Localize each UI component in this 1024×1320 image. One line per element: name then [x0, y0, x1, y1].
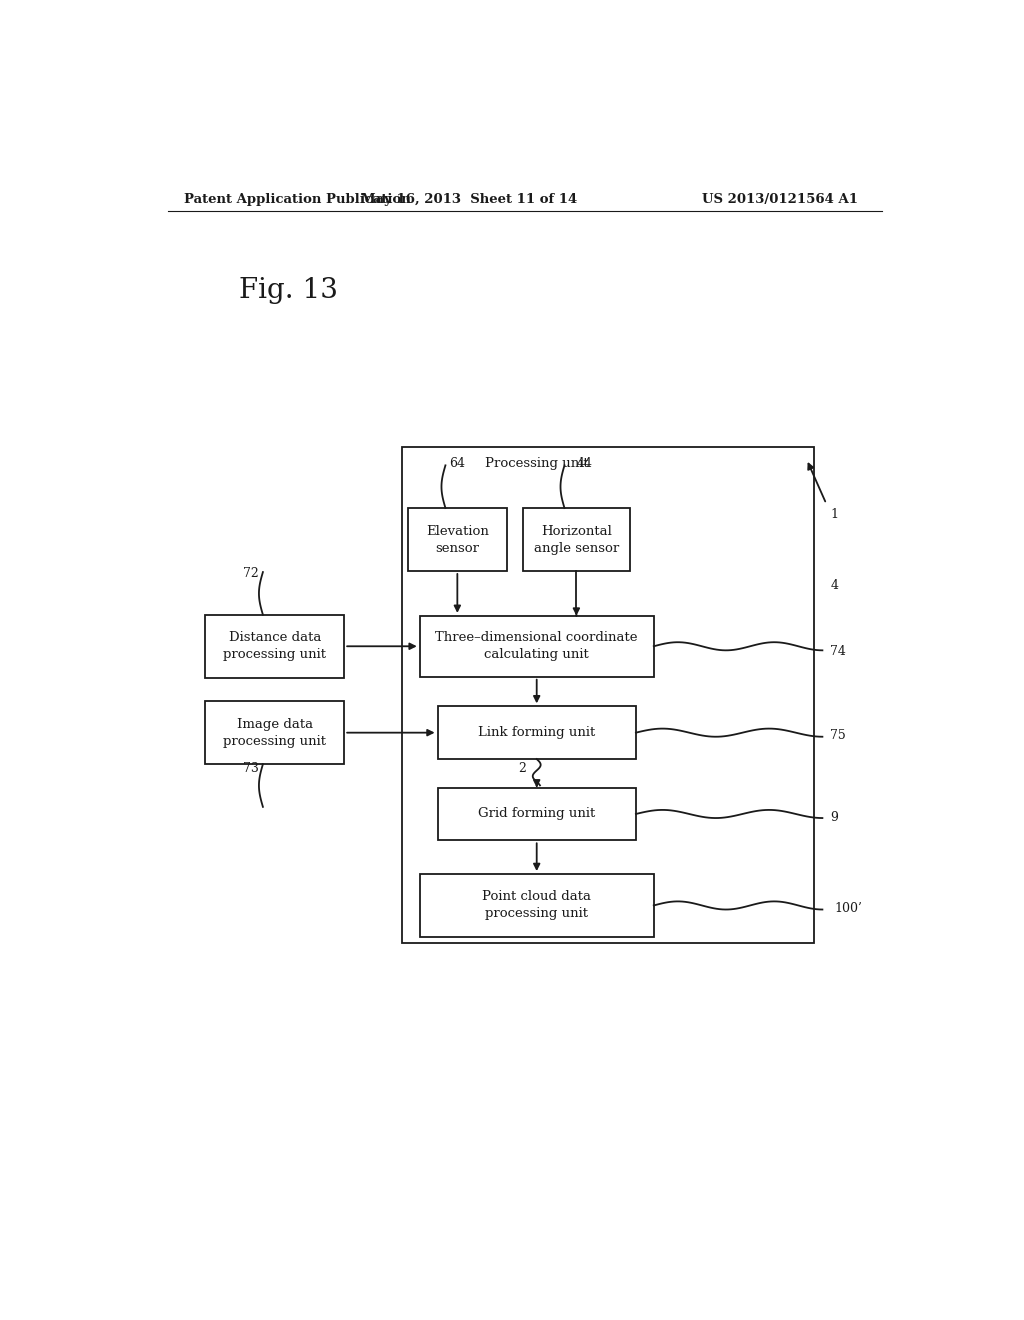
Text: US 2013/0121564 A1: US 2013/0121564 A1	[702, 193, 858, 206]
FancyBboxPatch shape	[437, 706, 636, 759]
Text: Link forming unit: Link forming unit	[478, 726, 595, 739]
Text: Distance data
processing unit: Distance data processing unit	[223, 631, 327, 661]
FancyBboxPatch shape	[408, 508, 507, 572]
Text: Elevation
sensor: Elevation sensor	[426, 524, 488, 554]
Text: 75: 75	[830, 729, 846, 742]
Text: 4: 4	[830, 578, 839, 591]
Text: 64: 64	[450, 457, 465, 470]
Text: Three–dimensional coordinate
calculating unit: Three–dimensional coordinate calculating…	[435, 631, 638, 661]
Text: 9: 9	[830, 810, 839, 824]
Text: Patent Application Publication: Patent Application Publication	[183, 193, 411, 206]
FancyBboxPatch shape	[420, 874, 653, 937]
Text: Horizontal
angle sensor: Horizontal angle sensor	[534, 524, 620, 554]
Text: 44: 44	[577, 457, 592, 470]
Text: 100’: 100’	[835, 902, 862, 915]
Text: May 16, 2013  Sheet 11 of 14: May 16, 2013 Sheet 11 of 14	[361, 193, 578, 206]
FancyBboxPatch shape	[206, 701, 344, 764]
FancyBboxPatch shape	[206, 615, 344, 677]
FancyBboxPatch shape	[523, 508, 630, 572]
Text: 72: 72	[243, 566, 259, 579]
FancyBboxPatch shape	[437, 788, 636, 841]
Text: 73: 73	[243, 762, 259, 775]
Text: Fig. 13: Fig. 13	[240, 277, 338, 304]
Text: 74: 74	[830, 645, 846, 657]
Text: Point cloud data
processing unit: Point cloud data processing unit	[482, 891, 591, 920]
Text: Processing unit: Processing unit	[485, 457, 589, 470]
FancyBboxPatch shape	[420, 615, 653, 677]
Text: 2: 2	[518, 762, 526, 775]
Text: Image data
processing unit: Image data processing unit	[223, 718, 327, 747]
Text: 1: 1	[830, 508, 839, 520]
Text: Grid forming unit: Grid forming unit	[478, 808, 595, 821]
